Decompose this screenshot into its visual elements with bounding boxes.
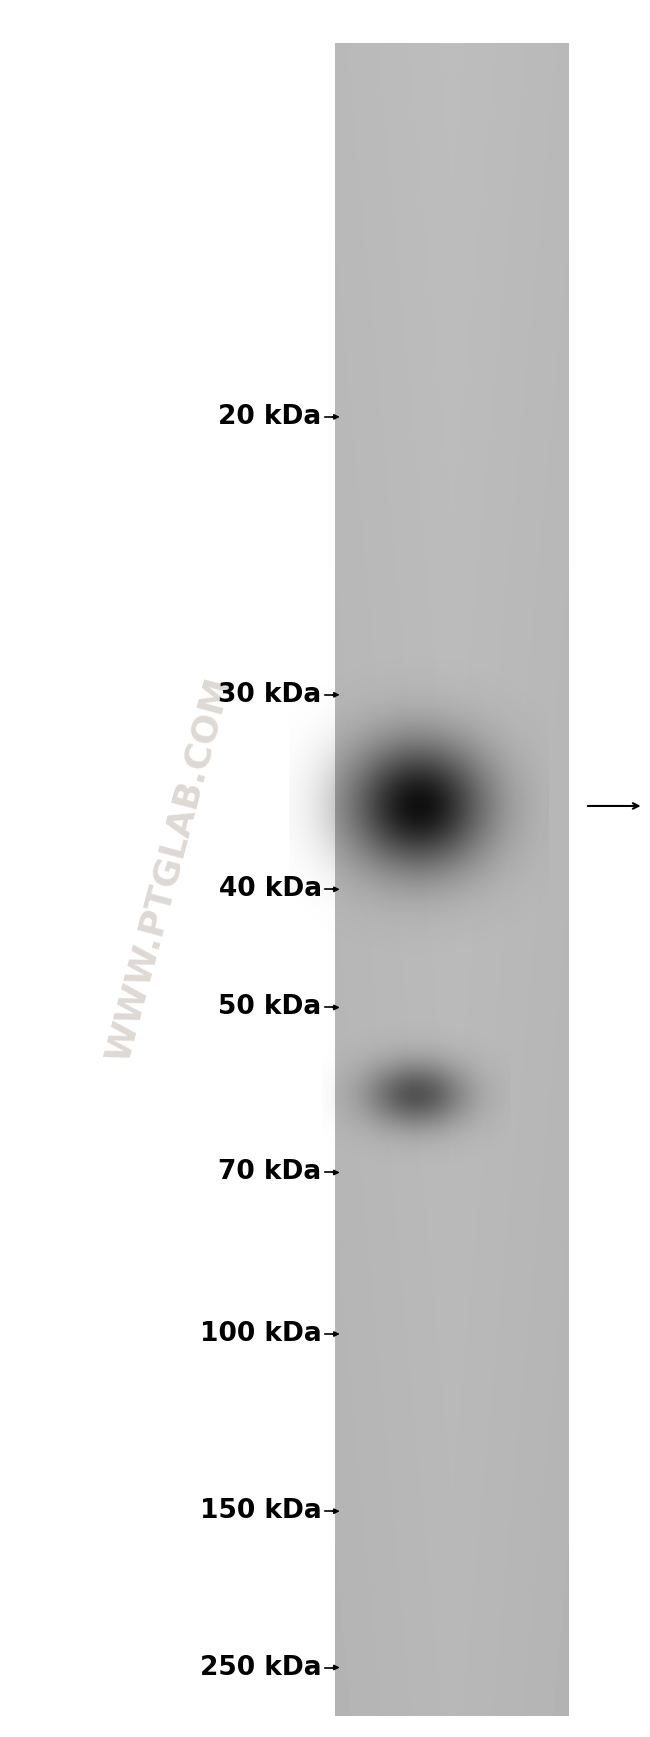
Text: 100 kDa: 100 kDa <box>200 1322 322 1346</box>
Text: 50 kDa: 50 kDa <box>218 995 322 1020</box>
Text: 70 kDa: 70 kDa <box>218 1160 322 1185</box>
Text: WWW.PTGLAB.COM: WWW.PTGLAB.COM <box>101 672 237 1065</box>
Text: 250 kDa: 250 kDa <box>200 1655 322 1680</box>
Text: 40 kDa: 40 kDa <box>218 877 322 902</box>
Text: 150 kDa: 150 kDa <box>200 1499 322 1523</box>
Text: 30 kDa: 30 kDa <box>218 683 322 707</box>
Text: 20 kDa: 20 kDa <box>218 405 322 429</box>
